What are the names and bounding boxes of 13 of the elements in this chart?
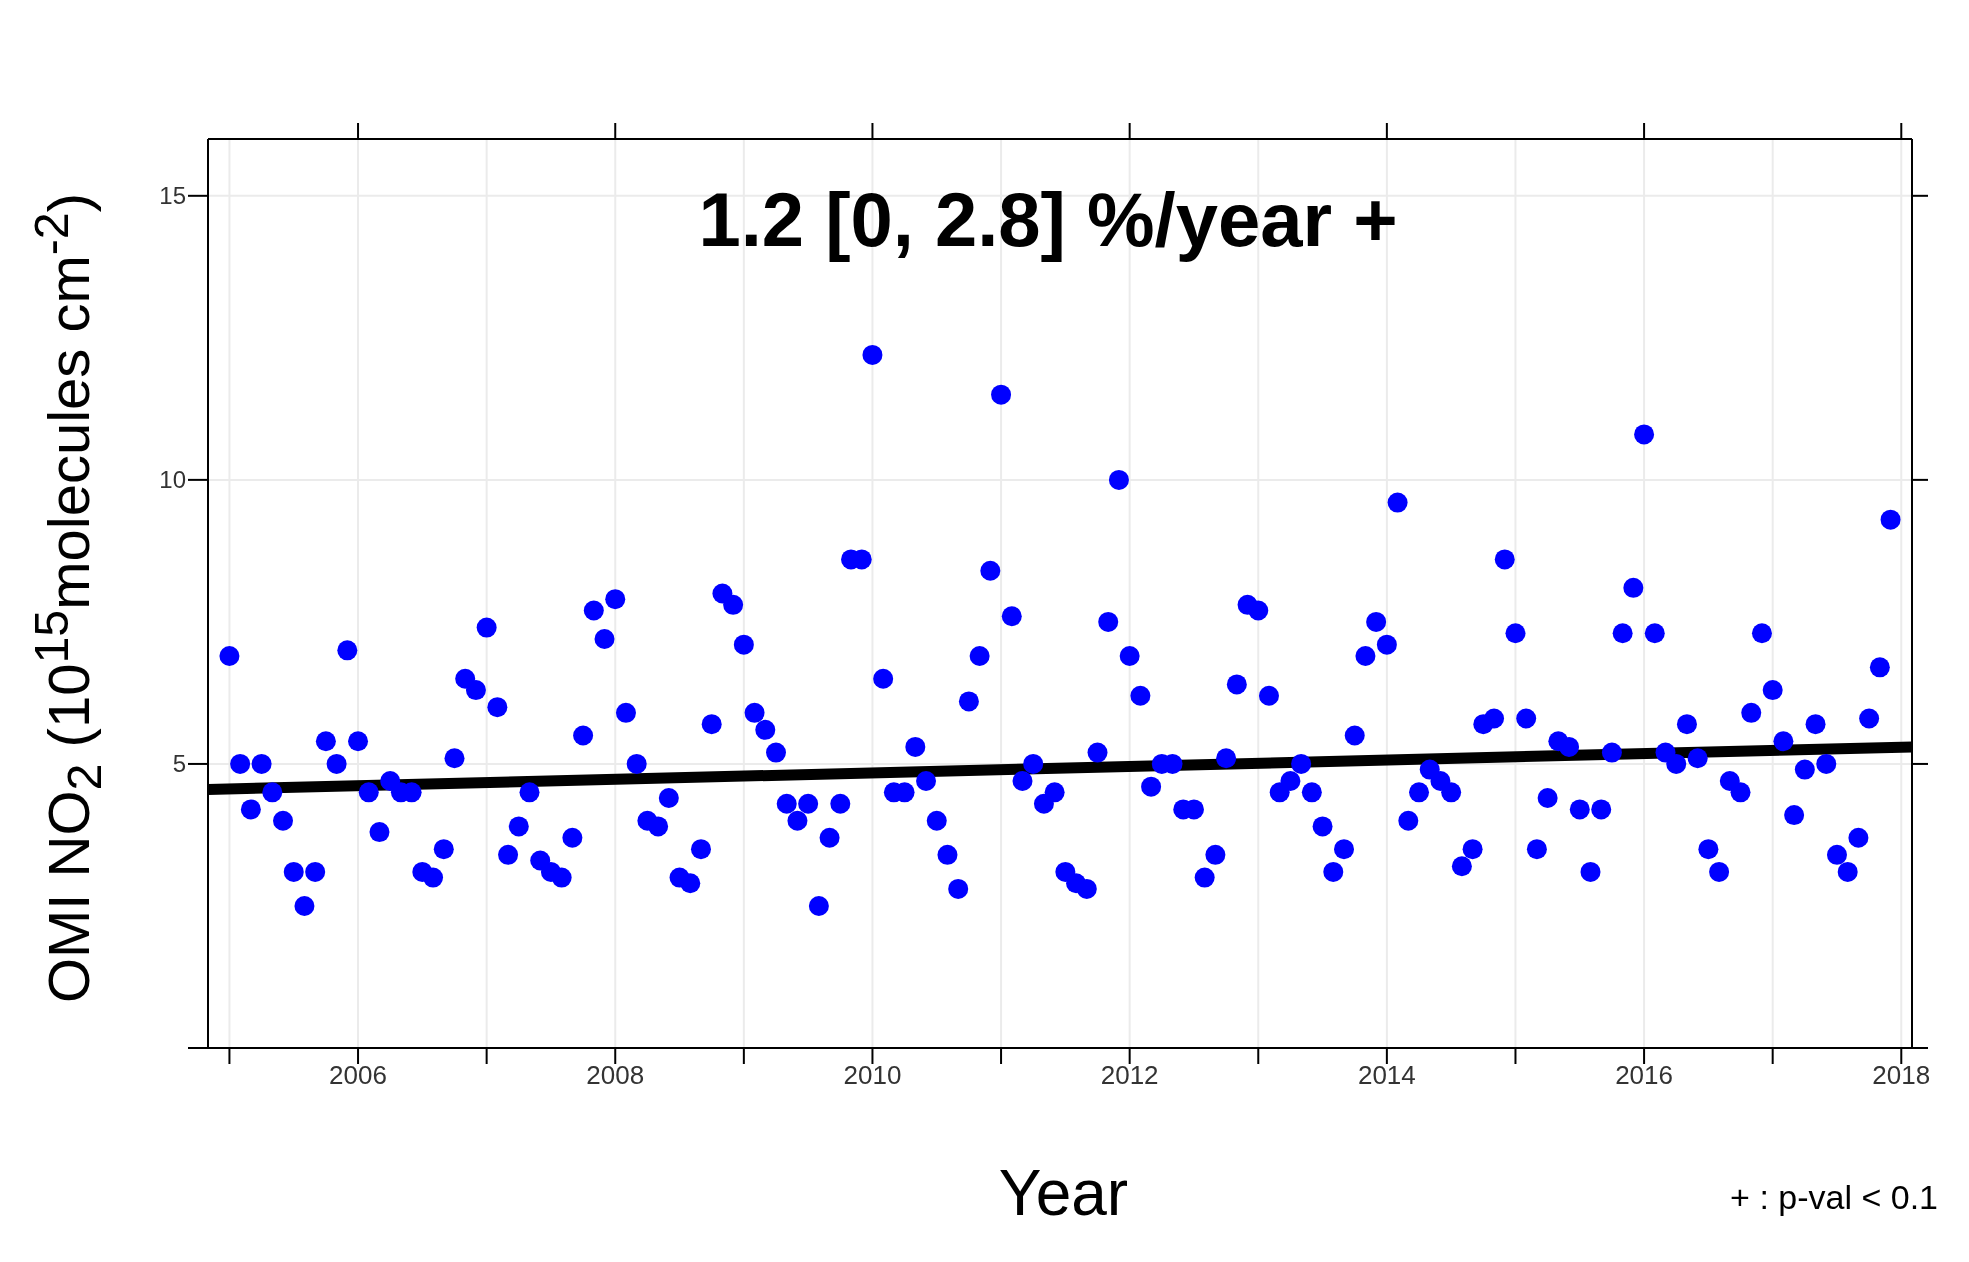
text: + : p-val < 0.1: [1730, 1178, 1938, 1216]
x-tick-label: 2008: [586, 1060, 645, 1091]
x-tick-label: 2014: [1357, 1060, 1416, 1091]
annotation: 1.2 [0, 2.8] %/year +: [698, 177, 1398, 262]
y-tick-label: 15: [159, 182, 186, 210]
x-tick-label: 2012: [1100, 1060, 1159, 1091]
x-tick-label: 2018: [1872, 1060, 1931, 1091]
x-tick-label: 2006: [329, 1060, 387, 1091]
y-tick-label: 10: [159, 466, 186, 494]
y-tick-label: 5: [172, 750, 186, 778]
x-axis-title: Year: [998, 1157, 1129, 1229]
x-tick-label: 2010: [843, 1060, 902, 1091]
x-tick-label: 2016: [1615, 1060, 1673, 1091]
